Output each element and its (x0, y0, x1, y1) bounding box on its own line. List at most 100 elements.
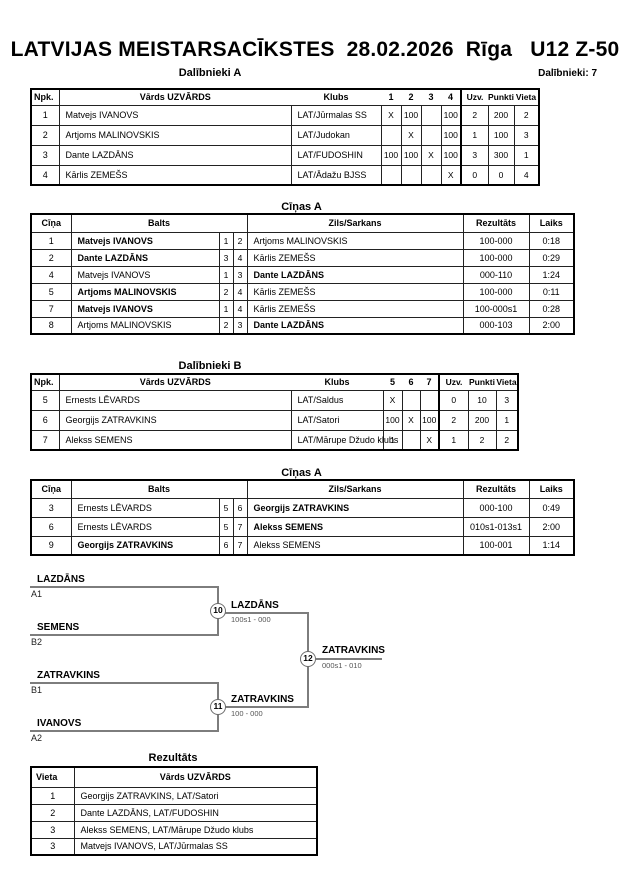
bracket-winner-name: ZATRAVKINS (322, 645, 385, 656)
cell-time: 0:49 (528, 497, 575, 518)
cell-fight-number: 9 (30, 535, 72, 556)
cell-blue-name: Dante LAZDĀNS (246, 265, 464, 284)
cell-place: 3 (30, 837, 75, 856)
cell-result-3: X (420, 144, 442, 166)
cell-time: 1:24 (528, 265, 575, 284)
bracket-slot-name: LAZDĀNS (37, 574, 85, 585)
cell-place: 1 (495, 409, 519, 431)
cell-blue-name: Alekss SEMENS (246, 516, 464, 537)
cell-result: 000-100 (462, 497, 530, 518)
cell-wins: 2 (438, 409, 469, 431)
cell-fight-number: 3 (30, 497, 72, 518)
section-title-participants-b: Dalībnieki B (178, 360, 242, 372)
fights-b-table: Cīņa Balts Zils/Sarkans Rezultāts Laiks … (30, 479, 575, 556)
bracket-line (316, 658, 382, 660)
cell-result-5: X (382, 389, 403, 411)
cell-white-name: Matvejs IVANOVS (70, 231, 220, 250)
header-npk: Npk. (31, 374, 60, 391)
fight-row: 4 Matvejs IVANOVS 1 3 Dante LAZDĀNS 000-… (30, 265, 575, 284)
header-time: Laiks (529, 214, 574, 233)
fights-a-table: Cīņa Balts Zils/Sarkans Rezultāts Laiks … (30, 213, 575, 335)
fight-row: 3 Ernests LĒVARDS 5 6 Georgijs ZATRAVKIN… (30, 497, 575, 518)
cell-blue-name: Dante LAZDĀNS (246, 316, 464, 335)
bracket-seed-label: A2 (31, 733, 43, 743)
cell-club: LAT/FUDOSHIN (290, 144, 382, 166)
fight-row: 5 Artjoms MALINOVSKIS 2 4 Kārlis ZEMEŠS … (30, 282, 575, 301)
cell-place: 1 (513, 144, 540, 166)
cell-npk: 4 (30, 164, 60, 186)
cell-name: Artjoms MALINOVSKIS (58, 124, 292, 146)
bracket-match-number: 12 (300, 651, 316, 667)
fight-row: 1 Matvejs IVANOVS 1 2 Artjoms MALINOVSKI… (30, 231, 575, 250)
cell-result-4: 100 (440, 144, 462, 166)
cell-npk: 7 (30, 429, 60, 451)
cell-white-name: Artjoms MALINOVSKIS (70, 282, 220, 301)
cell-wins: 0 (460, 164, 489, 186)
header-col-5: 5 (383, 374, 402, 391)
result-row: 3 Matvejs IVANOVS, LAT/Jūrmalas SS (30, 837, 318, 856)
cell-wins: 1 (438, 429, 469, 451)
cell-club: LAT/Ādažu BJSS (290, 164, 382, 186)
cell-points: 10 (467, 389, 497, 411)
cell-blue-number: 4 (232, 299, 248, 318)
cell-result-3 (420, 104, 442, 126)
header-npk: Npk. (31, 89, 60, 106)
cell-result: 100-000 (462, 231, 530, 250)
header-place: Vieta (496, 374, 518, 391)
cell-time: 2:00 (528, 316, 575, 335)
cell-blue-name: Georgijs ZATRAVKINS (246, 497, 464, 518)
bracket-match-score: 000s1 - 010 (322, 661, 362, 670)
cell-blue-number: 3 (232, 265, 248, 284)
cell-result-7 (419, 389, 440, 411)
cell-white-number: 5 (218, 497, 234, 518)
cell-place: 3 (495, 389, 519, 411)
cell-white-name: Matvejs IVANOVS (70, 299, 220, 318)
cell-name-club: Dante LAZDĀNS, LAT/FUDOSHIN (73, 803, 318, 822)
cell-npk: 1 (30, 104, 60, 126)
header-fight: Cīņa (31, 480, 72, 499)
header-name: Vārds UZVĀRDS (59, 374, 291, 391)
participant-row: 1 Matvejs IVANOVS LAT/Jūrmalas SS X 100 … (30, 104, 540, 126)
cell-blue-name: Artjoms MALINOVSKIS (246, 231, 464, 250)
header-col-6: 6 (402, 374, 420, 391)
cell-name: Kārlis ZEMEŠS (58, 164, 292, 186)
cell-result-4: 100 (440, 124, 462, 146)
cell-result-1: X (380, 104, 402, 126)
cell-name: Dante LAZDĀNS (58, 144, 292, 166)
cell-blue-number: 2 (232, 231, 248, 250)
cell-club: LAT/Satori (290, 409, 384, 431)
bracket-line (225, 706, 309, 708)
cell-white-name: Dante LAZDĀNS (70, 248, 220, 267)
result-row: 2 Dante LAZDĀNS, LAT/FUDOSHIN (30, 803, 318, 822)
cell-points: 200 (487, 104, 515, 126)
bracket-line (30, 634, 219, 636)
cell-fight-number: 7 (30, 299, 72, 318)
cell-result-2 (400, 164, 422, 186)
cell-white-name: Ernests LĒVARDS (70, 497, 220, 518)
bracket-winner-name: LAZDĀNS (231, 600, 279, 611)
cell-points: 200 (467, 409, 497, 431)
bracket-slot-name: ZATRAVKINS (37, 670, 100, 681)
cell-wins: 0 (438, 389, 469, 411)
cell-white-number: 2 (218, 282, 234, 301)
cell-white-name: Georgijs ZATRAVKINS (70, 535, 220, 556)
participant-row: 5 Ernests LĒVARDS LAT/Saldus X 0 10 3 (30, 389, 519, 411)
cell-fight-number: 4 (30, 265, 72, 284)
section-title-fights-a: Cīņas A (281, 201, 322, 213)
cell-club: LAT/Judokan (290, 124, 382, 146)
table-header-row: Cīņa Balts Zils/Sarkans Rezultāts Laiks (31, 214, 574, 233)
bracket-match-number: 11 (210, 699, 226, 715)
cell-npk: 3 (30, 144, 60, 166)
cell-result: 100-000 (462, 282, 530, 301)
cell-result: 010s1-013s1 (462, 516, 530, 537)
cell-wins: 2 (460, 104, 489, 126)
cell-blue-number: 6 (232, 497, 248, 518)
participants-b-table: Npk. Vārds UZVĀRDS Klubs 5 6 7 Uzv. Punk… (30, 373, 519, 451)
header-time: Laiks (529, 480, 574, 499)
cell-blue-name: Kārlis ZEMEŠS (246, 248, 464, 267)
cell-white-number: 1 (218, 231, 234, 250)
cell-result-7: X (419, 429, 440, 451)
cell-result: 100-001 (462, 535, 530, 556)
cell-blue-number: 3 (232, 316, 248, 335)
